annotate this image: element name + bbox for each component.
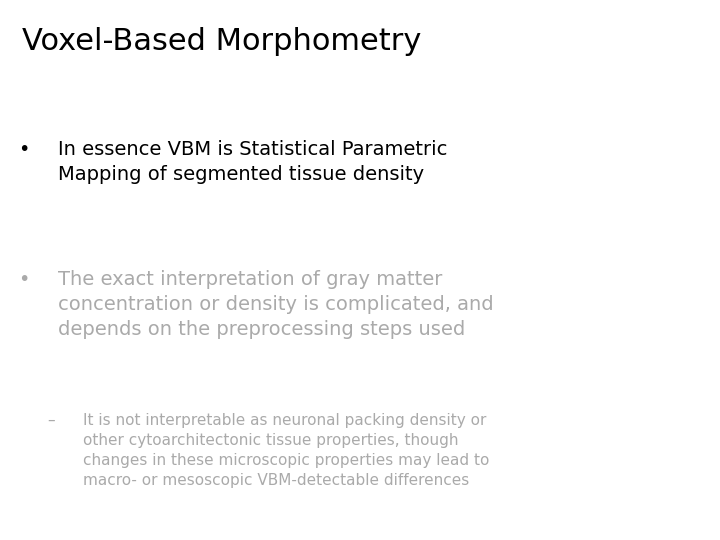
- Text: It is not interpretable as neuronal packing density or
other cytoarchitectonic t: It is not interpretable as neuronal pack…: [83, 413, 489, 488]
- Text: •: •: [18, 270, 30, 289]
- Text: •: •: [18, 140, 30, 159]
- Text: –: –: [47, 413, 55, 428]
- Text: The exact interpretation of gray matter
concentration or density is complicated,: The exact interpretation of gray matter …: [58, 270, 493, 339]
- Text: In essence VBM is Statistical Parametric
Mapping of segmented tissue density: In essence VBM is Statistical Parametric…: [58, 140, 447, 184]
- Text: Voxel-Based Morphometry: Voxel-Based Morphometry: [22, 27, 421, 56]
